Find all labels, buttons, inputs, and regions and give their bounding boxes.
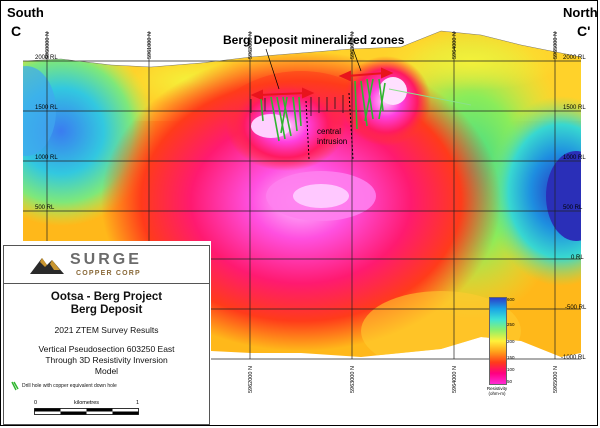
drill-hole-long	[388, 88, 472, 106]
description-line1: Vertical Pseudosection 603250 East	[38, 344, 175, 354]
northing-bottom-2: 5963000 N	[350, 366, 356, 393]
colorbar-tick-150: 150	[507, 355, 515, 360]
colorbar-tick-100: 100	[507, 367, 515, 372]
elev-left-1000: 1000 RL	[35, 155, 58, 161]
elev-left-1500: 1500 RL	[35, 105, 58, 111]
colorbar-tick-600: 600	[507, 297, 515, 302]
colorbar-tick-50: 50	[507, 379, 513, 384]
scale-units: kilometres	[74, 400, 100, 406]
northing-top-5: 5964000 N	[452, 32, 458, 59]
resistivity-colorbar	[489, 297, 507, 385]
intrusion-label-line2: intrusion	[317, 137, 348, 146]
intrusion-label: central intrusion	[317, 127, 347, 147]
colorbar-title-line2: (ohm-m)	[488, 391, 506, 396]
scale-bar-graphic	[34, 408, 139, 415]
section-start-label: C	[11, 23, 22, 39]
elev-right-2000: 2000 RL	[563, 55, 586, 61]
drill-hole-legend-text: Drill hole with copper equivalent down h…	[22, 383, 117, 389]
logo-subtitle: COPPER CORP	[76, 270, 141, 277]
northing-top-1: 5960000 N	[45, 32, 51, 59]
colorbar-title-line1: Resistivity	[486, 386, 508, 391]
northing-bottom-3: 5964000 N	[452, 366, 458, 393]
scale-zero: 0	[34, 400, 38, 406]
intrusion-outline	[305, 92, 354, 160]
colorbar-tick-250: 250	[507, 322, 515, 327]
project-title-line2: Berg Deposit	[70, 304, 143, 316]
title-block: SURGE COPPER CORP Ootsa - Berg Project B…	[3, 245, 210, 425]
project-title: Ootsa - Berg Project Berg Deposit	[4, 291, 209, 317]
elev-right-1500: 1500 RL	[563, 105, 586, 111]
mountain-logo-icon	[30, 258, 64, 274]
drill-hole-legend-icon	[11, 381, 19, 391]
drill-holes	[260, 78, 386, 142]
description-line2: Through 3D Resistivity Inversion	[45, 355, 168, 365]
colorbar-tick-200: 200	[507, 339, 515, 344]
northing-top-6: 5965000 N	[553, 32, 559, 59]
label-leader-lines	[265, 48, 362, 90]
northing-top-4: 5963000 N	[350, 32, 356, 59]
scale-one: 1	[136, 400, 140, 406]
northing-top-3: 5962000 N	[248, 32, 254, 59]
elev-right-neg500: -500 RL	[565, 305, 587, 311]
project-title-line1: Ootsa - Berg Project	[50, 291, 163, 303]
elev-left-2000: 2000 RL	[35, 55, 58, 61]
northing-bottom-4: 5965000 N	[553, 366, 559, 393]
elev-right-0: 0 RL	[571, 255, 584, 261]
mineralized-zone-arrows	[250, 67, 394, 101]
northing-top-2: 5961000 N	[147, 32, 153, 59]
description-line3: Model	[94, 366, 119, 376]
elev-right-500: 500 RL	[563, 205, 583, 211]
drill-hole-collars	[250, 95, 344, 116]
direction-north: North	[563, 5, 598, 20]
northing-bottom-1: 5962000 N	[248, 366, 254, 393]
elev-left-500: 500 RL	[35, 205, 55, 211]
section-end-label: C'	[577, 23, 591, 39]
logo-area: SURGE COPPER CORP	[4, 246, 209, 284]
grid-lines	[23, 31, 581, 360]
section-description: Vertical Pseudosection 603250 East Throu…	[4, 344, 209, 377]
elev-right-neg1000: -1000 RL	[561, 355, 586, 361]
intrusion-label-line1: central	[317, 127, 342, 136]
mineralized-zones-label: Berg Deposit mineralized zones	[223, 33, 405, 47]
elev-right-1000: 1000 RL	[563, 155, 586, 161]
colorbar-title: Resistivity (ohm-m)	[481, 386, 513, 396]
direction-south: South	[7, 5, 44, 20]
survey-label: 2021 ZTEM Survey Results	[54, 325, 159, 335]
logo-name: SURGE	[70, 251, 142, 268]
